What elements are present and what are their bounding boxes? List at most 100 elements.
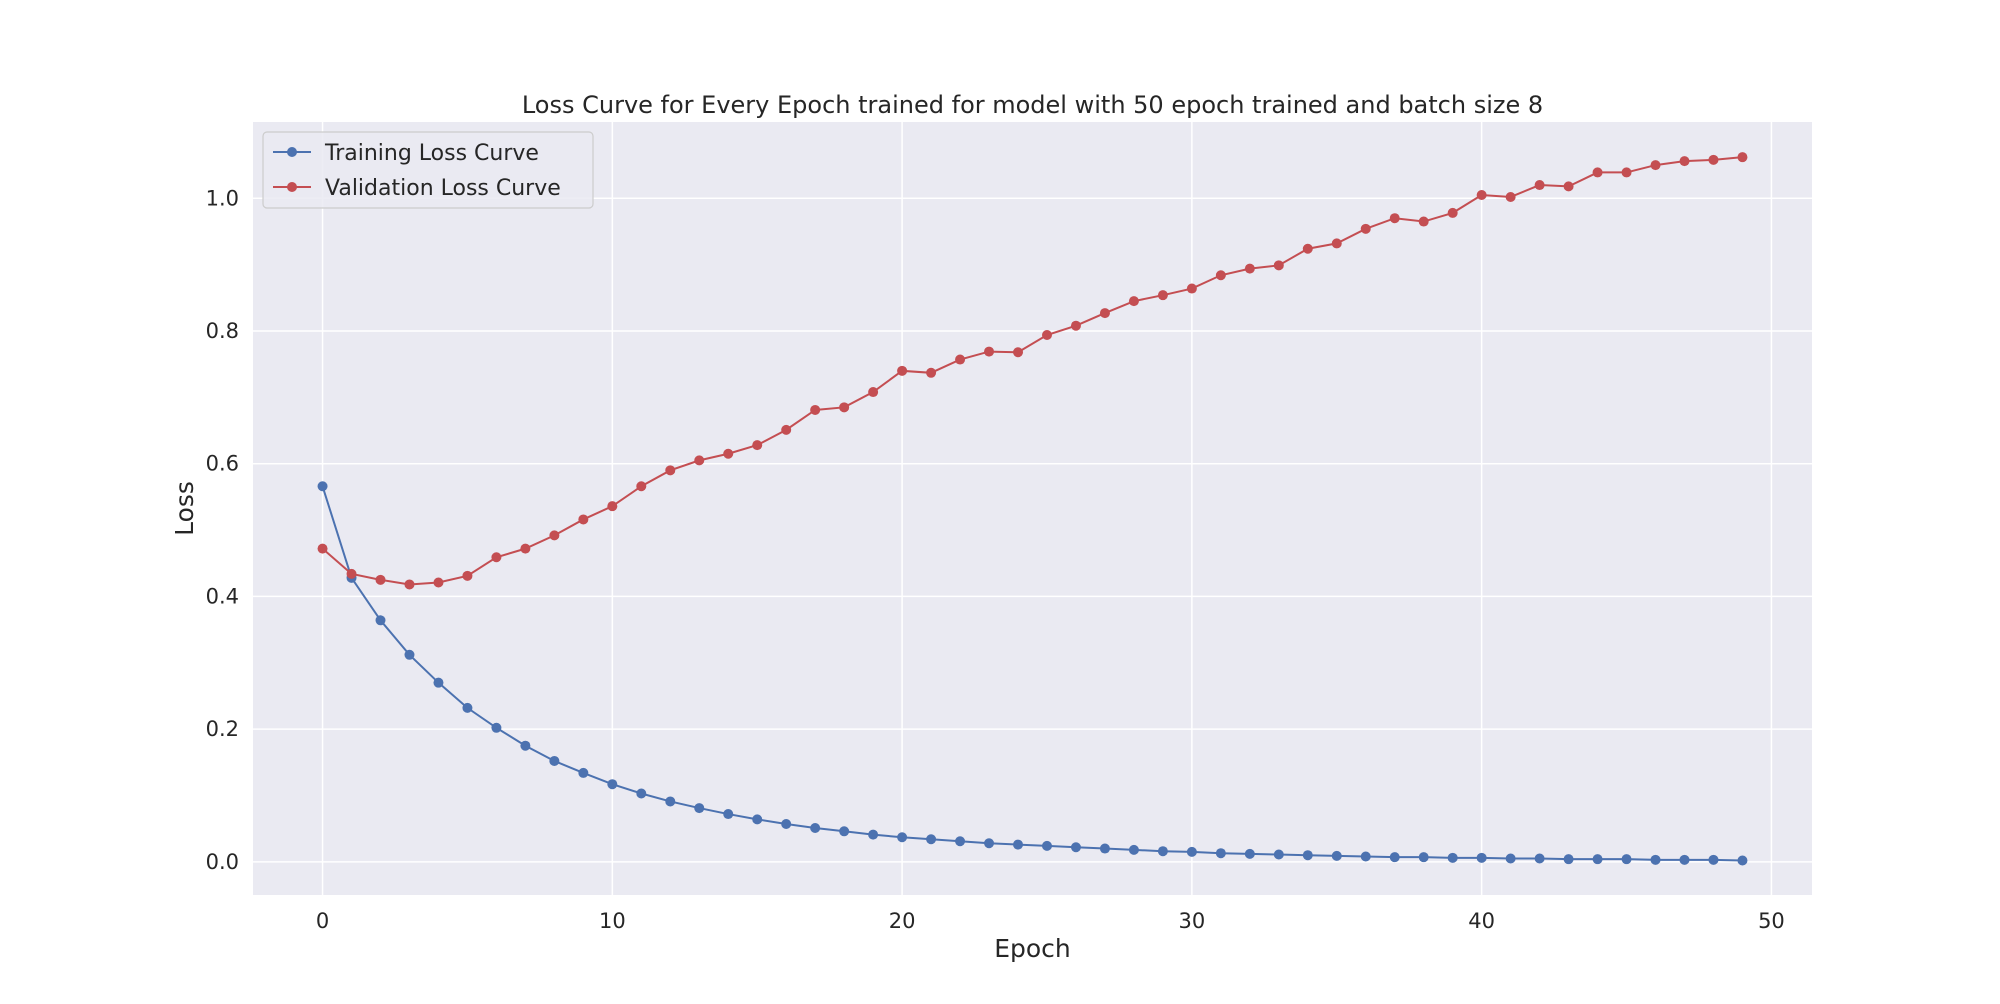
data-point bbox=[578, 514, 589, 525]
data-point bbox=[926, 834, 937, 845]
series-layer bbox=[317, 152, 1748, 866]
x-tick-label: 0 bbox=[316, 909, 329, 933]
x-tick-label: 30 bbox=[1179, 909, 1206, 933]
data-point bbox=[781, 424, 792, 435]
data-point bbox=[1273, 260, 1284, 271]
y-tick-label: 0.4 bbox=[206, 584, 239, 608]
data-point bbox=[694, 803, 705, 814]
data-point bbox=[375, 615, 386, 626]
data-point bbox=[1215, 848, 1226, 859]
data-point bbox=[1418, 216, 1429, 227]
data-point bbox=[520, 543, 531, 554]
data-point bbox=[1621, 167, 1632, 178]
data-point bbox=[491, 552, 502, 563]
data-point bbox=[723, 809, 734, 820]
data-point bbox=[839, 402, 850, 413]
y-tick-label: 0.6 bbox=[206, 452, 239, 476]
plot-area bbox=[253, 122, 1812, 895]
data-point bbox=[810, 822, 821, 833]
data-point bbox=[1621, 854, 1632, 865]
x-axis-label: Epoch bbox=[994, 934, 1071, 963]
data-point bbox=[549, 530, 560, 541]
data-point bbox=[984, 346, 995, 357]
data-point bbox=[433, 577, 444, 588]
data-point bbox=[1128, 844, 1139, 855]
data-point bbox=[984, 838, 995, 849]
data-point bbox=[1331, 238, 1342, 249]
data-point bbox=[694, 455, 705, 466]
data-point bbox=[1737, 855, 1748, 866]
legend-item: Training Loss Curve bbox=[273, 141, 539, 166]
data-point bbox=[897, 365, 908, 376]
data-point bbox=[1708, 854, 1719, 865]
data-point bbox=[1244, 848, 1255, 859]
data-point bbox=[1534, 853, 1545, 864]
data-point bbox=[752, 814, 763, 825]
series-training bbox=[317, 481, 1748, 866]
data-point bbox=[1679, 854, 1690, 865]
data-point bbox=[1650, 160, 1661, 171]
x-tick-label: 40 bbox=[1468, 909, 1495, 933]
data-point bbox=[1244, 263, 1255, 274]
data-point bbox=[1389, 213, 1400, 224]
data-point bbox=[1157, 290, 1168, 301]
data-point bbox=[1505, 853, 1516, 864]
data-point bbox=[1418, 852, 1429, 863]
data-point bbox=[1360, 851, 1371, 862]
legend: Training Loss Curve Validation Loss Curve bbox=[262, 131, 594, 209]
data-point bbox=[1186, 846, 1197, 857]
data-point bbox=[1099, 308, 1110, 319]
legend-marker bbox=[287, 182, 297, 192]
data-point bbox=[433, 677, 444, 688]
data-point bbox=[1505, 191, 1516, 202]
data-point bbox=[868, 829, 879, 840]
data-point bbox=[636, 788, 647, 799]
data-point bbox=[1563, 854, 1574, 865]
data-point bbox=[1737, 152, 1748, 163]
data-point bbox=[1302, 243, 1313, 254]
data-point bbox=[491, 722, 502, 733]
data-point bbox=[1476, 852, 1487, 863]
data-point bbox=[607, 779, 618, 790]
data-point bbox=[1708, 154, 1719, 165]
data-point bbox=[462, 702, 473, 713]
y-tick-label: 0.2 bbox=[206, 717, 239, 741]
legend-item: Validation Loss Curve bbox=[273, 176, 561, 201]
data-point bbox=[1273, 849, 1284, 860]
data-point bbox=[1041, 840, 1052, 851]
data-point bbox=[723, 448, 734, 459]
legend-box bbox=[262, 131, 594, 209]
data-point bbox=[665, 796, 676, 807]
data-point bbox=[1186, 283, 1197, 294]
data-point bbox=[607, 501, 618, 512]
data-point bbox=[1389, 852, 1400, 863]
data-point bbox=[752, 440, 763, 451]
legend-label: Validation Loss Curve bbox=[325, 176, 561, 201]
data-point bbox=[955, 836, 966, 847]
data-point bbox=[346, 568, 357, 579]
data-point bbox=[1128, 296, 1139, 307]
data-point bbox=[404, 579, 415, 590]
data-point bbox=[1331, 850, 1342, 861]
data-point bbox=[1592, 167, 1603, 178]
x-tick-label: 50 bbox=[1758, 909, 1785, 933]
data-point bbox=[1447, 852, 1458, 863]
data-point bbox=[1041, 329, 1052, 340]
legend-marker bbox=[287, 147, 297, 157]
data-point bbox=[520, 740, 531, 751]
tick-labels: 0 10 20 30 40 50 0.0 0.2 0.4 0.6 0.8 1.0 bbox=[206, 186, 1785, 933]
data-point bbox=[1070, 320, 1081, 331]
data-point bbox=[1013, 347, 1024, 358]
data-point bbox=[1476, 189, 1487, 200]
data-point bbox=[317, 543, 328, 554]
data-point bbox=[868, 387, 879, 398]
data-point bbox=[549, 755, 560, 766]
data-point bbox=[1534, 180, 1545, 191]
data-point bbox=[462, 570, 473, 581]
data-point bbox=[1650, 854, 1661, 865]
data-point bbox=[1447, 207, 1458, 218]
data-point bbox=[810, 404, 821, 415]
data-point bbox=[375, 574, 386, 585]
legend-label: Training Loss Curve bbox=[324, 141, 539, 166]
